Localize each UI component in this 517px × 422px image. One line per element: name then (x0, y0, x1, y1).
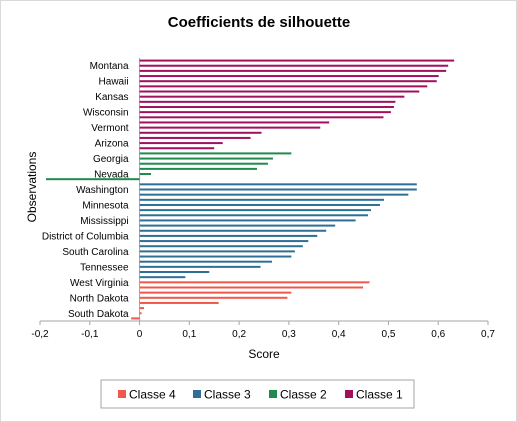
bar (139, 64, 449, 67)
bar (139, 100, 396, 103)
legend-swatch-classe-1 (345, 390, 353, 398)
bar (139, 260, 272, 263)
bar (139, 198, 384, 201)
x-axis-title: Score (248, 347, 280, 361)
legend-item-classe-1: Classe 1 (345, 388, 403, 402)
bar (139, 240, 309, 243)
category-label: District of Columbia (42, 231, 129, 242)
category-label: Georgia (93, 154, 129, 165)
bars (45, 59, 455, 320)
bar (139, 69, 447, 72)
bar (139, 157, 273, 160)
bar (139, 80, 437, 83)
bar (139, 126, 321, 129)
bar (139, 276, 186, 279)
bar (45, 178, 140, 181)
category-label: Minnesota (82, 200, 129, 211)
bar (139, 147, 215, 150)
bar (139, 301, 219, 304)
bar (139, 173, 152, 176)
category-labels: Montana Hawaii Kansas Wisconsin Vermont Arizo… (42, 61, 129, 320)
category-label: Vermont (91, 123, 128, 134)
category-label: South Dakota (68, 309, 129, 320)
bar (139, 167, 258, 170)
bar (139, 105, 394, 108)
bar (139, 136, 251, 139)
legend-label-classe-2: Classe 2 (280, 388, 327, 402)
bar (139, 152, 292, 155)
bar (139, 271, 210, 274)
x-tick-label: -0,2 (31, 329, 49, 340)
category-label: Nevada (94, 170, 129, 181)
bar (139, 111, 391, 114)
bar (139, 121, 330, 124)
bar (139, 312, 142, 315)
category-label: North Dakota (70, 293, 129, 304)
legend: Classe 4 Classe 3 Classe 2 Classe 1 (100, 379, 415, 409)
legend-label-classe-3: Classe 3 (204, 388, 251, 402)
legend-swatch-classe-4 (118, 390, 126, 398)
bar (139, 219, 356, 222)
bar (139, 255, 292, 258)
bar (139, 265, 261, 268)
bar (139, 85, 428, 88)
bar (131, 317, 140, 320)
bar (139, 183, 417, 186)
bar (139, 142, 223, 145)
bar (139, 162, 268, 165)
bar (139, 214, 369, 217)
legend-label-classe-4: Classe 4 (129, 388, 176, 402)
bar (139, 75, 439, 78)
category-label: Mississippi (80, 216, 128, 227)
legend-label-classe-1: Classe 1 (356, 388, 403, 402)
category-label: West Virginia (70, 278, 129, 289)
bar (139, 131, 262, 134)
x-tick-label: 0,4 (332, 329, 346, 340)
category-label: South Carolina (62, 247, 129, 258)
bar (139, 245, 303, 248)
bar (139, 281, 370, 284)
x-tick-label: 0,2 (232, 329, 246, 340)
legend-box (100, 379, 415, 409)
x-tick-label: -0,1 (81, 329, 99, 340)
x-tick-label: 0,5 (381, 329, 395, 340)
bar (139, 291, 292, 294)
x-tick-label: 0 (137, 329, 143, 340)
bar (139, 95, 405, 98)
legend-swatch-classe-2 (269, 390, 277, 398)
legend-item-classe-3: Classe 3 (193, 388, 251, 402)
category-label: Arizona (95, 139, 129, 150)
bar (139, 250, 295, 253)
bar (139, 286, 364, 289)
legend-item-classe-4: Classe 4 (118, 388, 176, 402)
bar (139, 234, 318, 237)
category-label: Tennessee (80, 262, 129, 273)
y-axis-title: Observations (25, 152, 39, 223)
bar (139, 59, 455, 62)
category-label: Montana (90, 61, 129, 72)
category-label: Hawaii (99, 77, 129, 88)
bar (139, 307, 145, 310)
x-tick-label: 0,6 (431, 329, 445, 340)
chart-title: Coefficients de silhouette (168, 14, 351, 31)
x-tick-labels: -0,2 -0,1 0 0,1 0,2 0,3 0,4 0,5 0,6 0,7 (31, 329, 495, 340)
bar (139, 296, 288, 299)
category-label: Wisconsin (83, 108, 129, 119)
bar (139, 229, 327, 232)
x-tick-label: 0,1 (182, 329, 196, 340)
bar (139, 203, 380, 206)
legend-item-classe-2: Classe 2 (269, 388, 327, 402)
category-label: Washington (76, 185, 128, 196)
bar (139, 188, 417, 191)
bar (139, 224, 336, 227)
bar (139, 90, 420, 93)
bar (139, 116, 384, 119)
category-label: Kansas (95, 92, 128, 103)
legend-swatch-classe-3 (193, 390, 201, 398)
bar (139, 209, 372, 212)
x-tick-label: 0,3 (282, 329, 296, 340)
x-tick-label: 0,7 (481, 329, 495, 340)
bar (139, 193, 409, 196)
